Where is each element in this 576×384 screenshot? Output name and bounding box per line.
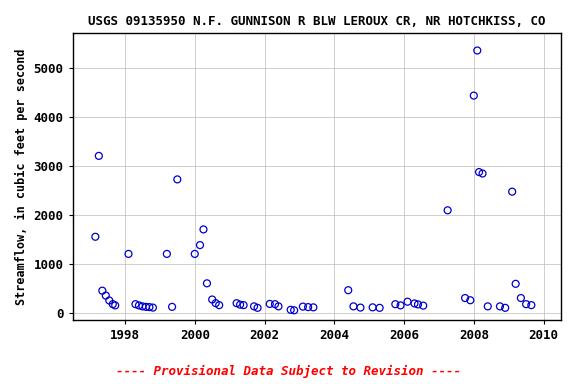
Point (249, 303, 259, 310)
Point (414, 301, 423, 308)
Point (286, 307, 295, 313)
Point (145, 304, 154, 310)
Point (111, 302, 120, 308)
Point (270, 301, 279, 307)
Point (309, 304, 318, 310)
Point (396, 302, 405, 308)
Point (419, 303, 428, 309)
Point (526, 302, 536, 308)
Point (391, 301, 400, 307)
Point (516, 295, 525, 301)
Point (475, 169, 484, 175)
Point (239, 302, 248, 308)
Point (98, 288, 107, 294)
Title: USGS 09135950 N.F. GUNNISON R BLW LEROUX CR, NR HOTCHKISS, CO: USGS 09135950 N.F. GUNNISON R BLW LEROUX… (88, 15, 545, 28)
Point (521, 301, 530, 307)
Point (349, 303, 358, 310)
Point (202, 280, 211, 286)
Text: ---- Provisional Data Subject to Revision ----: ---- Provisional Data Subject to Revisio… (116, 365, 460, 378)
Point (105, 298, 114, 304)
Point (236, 301, 245, 308)
Point (466, 297, 475, 303)
Point (304, 304, 313, 310)
Point (483, 303, 492, 310)
Point (356, 305, 365, 311)
Point (410, 300, 419, 306)
Point (495, 303, 505, 310)
Point (501, 305, 510, 311)
Point (215, 302, 224, 308)
Point (94, 153, 104, 159)
Point (290, 307, 299, 313)
Point (443, 207, 452, 214)
Point (460, 295, 469, 301)
Point (298, 303, 308, 310)
Point (403, 299, 412, 305)
Point (108, 301, 118, 307)
Point (253, 305, 262, 311)
Point (265, 301, 274, 307)
Point (507, 189, 517, 195)
Point (207, 296, 217, 303)
Point (162, 251, 172, 257)
Point (368, 304, 377, 310)
Point (131, 301, 140, 307)
Point (274, 303, 283, 310)
Point (101, 293, 111, 299)
Y-axis label: Streamflow, in cubic feet per second: Streamflow, in cubic feet per second (15, 48, 28, 305)
Point (469, 93, 479, 99)
Point (124, 251, 133, 257)
Point (511, 281, 520, 287)
Point (344, 287, 353, 293)
Point (190, 251, 199, 257)
Point (148, 305, 157, 311)
Point (473, 47, 482, 53)
Point (199, 226, 208, 232)
Point (211, 300, 220, 306)
Point (478, 170, 487, 177)
Point (91, 234, 100, 240)
Point (195, 242, 204, 248)
Point (141, 304, 150, 310)
Point (232, 300, 241, 306)
Point (134, 302, 143, 308)
Point (375, 305, 384, 311)
Point (138, 303, 147, 310)
Point (173, 176, 182, 182)
Point (168, 304, 177, 310)
